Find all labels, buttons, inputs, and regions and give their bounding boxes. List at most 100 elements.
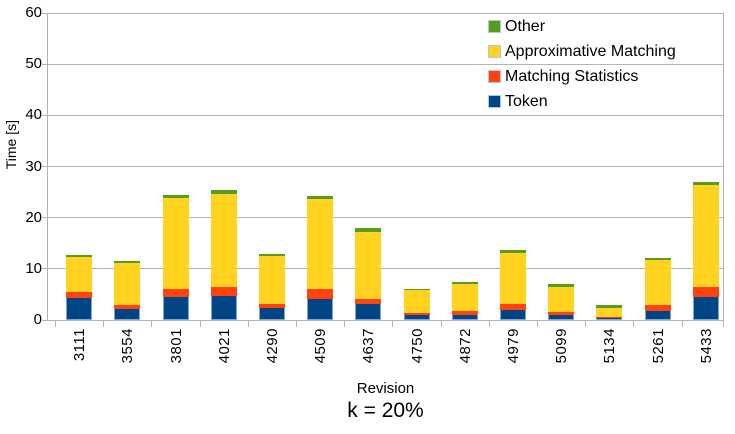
y-axis-tick: [42, 63, 47, 65]
legend-label: Matching Statistics: [505, 67, 639, 85]
x-axis-tick: [296, 320, 297, 327]
legend-item: Other: [488, 14, 676, 39]
legend-label: Token: [505, 92, 548, 110]
y-tick-label: 50: [25, 55, 42, 73]
x-tick-label: 3111: [71, 328, 89, 362]
bar-segment-token: [451, 315, 478, 320]
bar-segment-matching-statistics: [114, 304, 141, 309]
legend-swatch: [488, 20, 501, 33]
bar-segment-matching-statistics: [210, 287, 237, 297]
x-axis-tick: [723, 320, 724, 327]
x-tick-label: 5261: [649, 328, 667, 364]
bar-segment-matching-statistics: [258, 304, 285, 309]
x-tick-label: 3554: [119, 328, 137, 364]
y-axis-tick: [42, 12, 47, 14]
y-gridline: [47, 12, 724, 14]
bar-stack: [258, 253, 285, 320]
bar-segment-token: [596, 317, 623, 320]
bar-segment-matching-statistics: [355, 299, 382, 305]
x-axis-tick: [681, 320, 683, 327]
bar-segment-other: [258, 253, 285, 256]
bar-stack: [114, 260, 141, 320]
x-tick-label: 4509: [312, 328, 330, 364]
bar-segment-matching-statistics: [403, 312, 430, 316]
x-axis-tick: [55, 320, 56, 327]
bar-stack: [162, 195, 189, 320]
legend-item: Approximative Matching: [488, 39, 676, 64]
legend-swatch: [488, 70, 501, 83]
x-axis-tick: [440, 320, 442, 327]
bar-segment-token: [355, 304, 382, 320]
y-tick-label: 60: [25, 4, 42, 21]
x-axis-tick: [103, 320, 105, 327]
x-tick-label: 4750: [408, 328, 426, 364]
legend-label: Approximative Matching: [505, 42, 676, 60]
x-axis-tick: [151, 320, 153, 327]
x-tick-label: 4021: [215, 328, 233, 364]
y-axis-tick: [42, 166, 47, 167]
bar-segment-matching-statistics: [451, 311, 478, 316]
legend-swatch: [488, 45, 501, 58]
bar-segment-token: [499, 309, 526, 320]
x-tick-label: 5134: [601, 328, 619, 364]
y-tick-label: 20: [25, 208, 42, 226]
bar-segment-approximative-matching: [307, 199, 334, 290]
bar-segment-approximative-matching: [644, 260, 671, 306]
bar-segment-matching-statistics: [548, 312, 575, 315]
bar-segment-token: [307, 299, 334, 320]
legend-label: Other: [505, 17, 546, 35]
x-axis-tick: [633, 320, 635, 327]
x-axis-tick: [247, 320, 249, 327]
y-tick-label: 0: [33, 311, 42, 328]
y-tick-label: 40: [25, 106, 42, 124]
bar-stack: [548, 284, 575, 320]
x-axis-tick: [199, 320, 201, 327]
bar-stack: [596, 305, 623, 320]
y-axis-tick: [42, 319, 47, 321]
chart-title: k = 20%: [347, 399, 424, 422]
bar-segment-approximative-matching: [355, 231, 382, 300]
bar-segment-approximative-matching: [596, 308, 623, 317]
bar-segment-token: [548, 314, 575, 320]
chart-legend: Other Approximative Matching Matching Stat…: [488, 14, 676, 114]
y-gridline: [47, 166, 724, 167]
x-tick-label: 4872: [456, 328, 474, 364]
bar-stack: [66, 254, 93, 320]
bar-segment-token: [66, 297, 93, 320]
bar-segment-token: [403, 315, 430, 320]
bar-stack: [403, 288, 430, 320]
y-axis-tick: [42, 114, 47, 116]
x-axis-tick: [488, 320, 490, 327]
bar-segment-other: [644, 257, 671, 261]
bar-segment-other: [66, 254, 93, 258]
y-tick-label: 10: [25, 259, 42, 277]
x-axis-tick: [392, 320, 394, 327]
x-axis-tick: [344, 320, 346, 327]
bar-segment-other: [451, 281, 478, 284]
y-gridline: [47, 217, 724, 219]
bar-segment-other: [499, 249, 526, 253]
bar-stack: [307, 196, 334, 320]
plot-area: Other Approximative Matching Matching Stat…: [25, 5, 724, 363]
y-axis-wall: [723, 13, 724, 320]
bar-segment-other: [403, 288, 430, 291]
legend-item: Matching Statistics: [488, 64, 676, 89]
bar-segment-token: [114, 308, 141, 320]
bar-segment-other: [548, 284, 575, 287]
bar-segment-token: [644, 310, 671, 320]
y-axis-wall: [47, 13, 48, 320]
bar-segment-other: [210, 190, 237, 194]
bar-segment-other: [355, 228, 382, 232]
bar-segment-approximative-matching: [66, 257, 93, 293]
y-gridline: [47, 268, 724, 270]
bar-segment-approximative-matching: [403, 290, 430, 313]
bar-segment-approximative-matching: [210, 193, 237, 288]
bar-segment-other: [692, 181, 719, 186]
bar-segment-approximative-matching: [451, 283, 478, 312]
bar-segment-token: [210, 296, 237, 320]
x-tick-label: 5433: [697, 328, 715, 364]
bar-segment-matching-statistics: [307, 289, 334, 300]
legend-swatch: [488, 95, 501, 108]
y-axis-tick: [42, 268, 47, 270]
bar-stack: [451, 281, 478, 320]
